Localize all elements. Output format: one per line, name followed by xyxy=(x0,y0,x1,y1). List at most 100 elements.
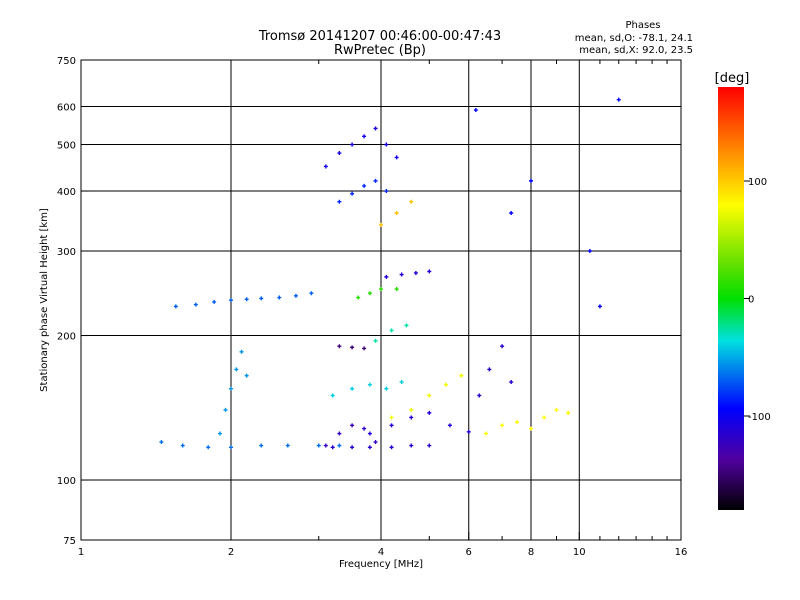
data-point xyxy=(337,344,342,349)
data-point xyxy=(206,445,211,450)
data-point xyxy=(484,431,489,436)
data-point xyxy=(389,445,394,450)
x-axis: 1 2 4 6 8 10 16 xyxy=(78,60,687,558)
data-point xyxy=(509,380,514,385)
y-axis-label: Stationary phase Virtual Height [km] xyxy=(39,208,50,392)
colorbar xyxy=(718,87,744,510)
data-point xyxy=(259,443,264,448)
data-point xyxy=(350,445,355,450)
data-point xyxy=(443,382,448,387)
data-point xyxy=(229,386,233,391)
x-tick-label: 1 xyxy=(78,547,84,558)
x-axis-label: Frequency [MHz] xyxy=(339,559,423,570)
data-point xyxy=(193,302,198,307)
data-point xyxy=(244,297,249,302)
data-point xyxy=(356,295,361,300)
data-point xyxy=(487,367,492,372)
data-point xyxy=(367,431,372,436)
data-point xyxy=(362,183,367,188)
data-point xyxy=(350,423,355,428)
data-point xyxy=(229,298,233,303)
data-point xyxy=(566,410,571,415)
data-point xyxy=(362,426,367,431)
data-point xyxy=(373,440,378,445)
data-point xyxy=(350,386,355,391)
data-point xyxy=(384,274,389,279)
data-point xyxy=(587,249,592,254)
data-point xyxy=(350,142,355,147)
data-point xyxy=(466,429,471,434)
data-point xyxy=(447,423,452,428)
data-points xyxy=(159,97,621,450)
data-point xyxy=(459,373,464,378)
data-point xyxy=(427,269,432,274)
data-point xyxy=(277,295,282,300)
data-point xyxy=(373,178,378,183)
y-tick-label: 600 xyxy=(57,103,76,114)
data-point xyxy=(515,420,520,425)
data-point xyxy=(509,211,514,216)
data-point xyxy=(173,304,178,309)
y-tick-label: 100 xyxy=(57,476,76,487)
data-point xyxy=(373,338,378,343)
data-point xyxy=(379,222,383,227)
data-point xyxy=(394,155,399,160)
x-tick-label: 4 xyxy=(378,547,384,558)
colorbar-ticks: 100 0 -100 xyxy=(744,177,771,423)
chart-subtitle: RwPretec (Bp) xyxy=(334,43,426,58)
x-tick-label: 6 xyxy=(466,547,472,558)
data-point xyxy=(330,445,335,450)
x-tick-label: 10 xyxy=(573,547,586,558)
data-point xyxy=(409,415,414,420)
data-point xyxy=(409,199,414,204)
data-point xyxy=(229,445,233,450)
data-point xyxy=(500,423,505,428)
data-point xyxy=(389,328,394,333)
data-point xyxy=(394,287,399,292)
data-point xyxy=(367,291,372,296)
data-point xyxy=(159,440,164,445)
data-point xyxy=(367,382,372,387)
data-point xyxy=(259,296,264,301)
colorbar-tick-label: 100 xyxy=(748,177,767,188)
grid-lines xyxy=(81,60,681,540)
y-tick-label: 300 xyxy=(57,247,76,258)
data-point xyxy=(367,445,372,450)
data-point xyxy=(554,407,559,412)
data-point xyxy=(529,426,533,431)
data-point xyxy=(293,293,298,298)
y-tick-label: 75 xyxy=(63,536,76,547)
y-tick-label: 750 xyxy=(57,56,76,67)
data-point xyxy=(427,393,432,398)
data-point xyxy=(212,299,217,304)
data-point xyxy=(529,178,533,183)
y-tick-label: 200 xyxy=(57,332,76,343)
data-point xyxy=(337,431,342,436)
data-point xyxy=(409,443,414,448)
data-point xyxy=(477,393,482,398)
data-point xyxy=(330,393,335,398)
data-point xyxy=(362,134,367,139)
data-point xyxy=(389,415,394,420)
data-point xyxy=(427,410,432,415)
data-point xyxy=(285,443,290,448)
data-point xyxy=(244,373,249,378)
data-point xyxy=(500,344,505,349)
data-point xyxy=(373,126,378,131)
data-point xyxy=(350,345,355,350)
data-point xyxy=(384,386,389,391)
y-tick-label: 400 xyxy=(57,187,76,198)
data-point xyxy=(399,380,404,385)
data-point xyxy=(350,191,355,196)
legend-line-o: mean, sd,O: -78.1, 24.1 xyxy=(575,33,693,44)
data-point xyxy=(399,272,404,277)
data-point xyxy=(323,164,328,169)
data-point xyxy=(316,443,321,448)
chart-title: Tromsø 20141207 00:46:00-00:47:43 xyxy=(258,29,501,44)
data-point xyxy=(616,97,621,102)
data-point xyxy=(309,291,314,296)
x-tick-label: 2 xyxy=(228,547,234,558)
y-tick-label: 500 xyxy=(57,141,76,152)
data-point xyxy=(384,142,389,147)
